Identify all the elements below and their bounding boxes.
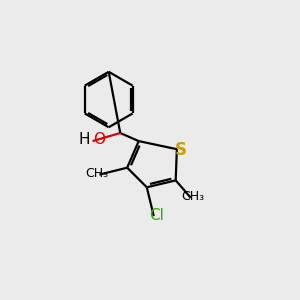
Text: CH₃: CH₃: [182, 190, 205, 203]
Text: S: S: [175, 141, 187, 159]
Text: O: O: [93, 132, 105, 147]
Text: H: H: [79, 132, 90, 147]
Text: Cl: Cl: [149, 208, 164, 223]
Text: CH₃: CH₃: [85, 167, 109, 180]
